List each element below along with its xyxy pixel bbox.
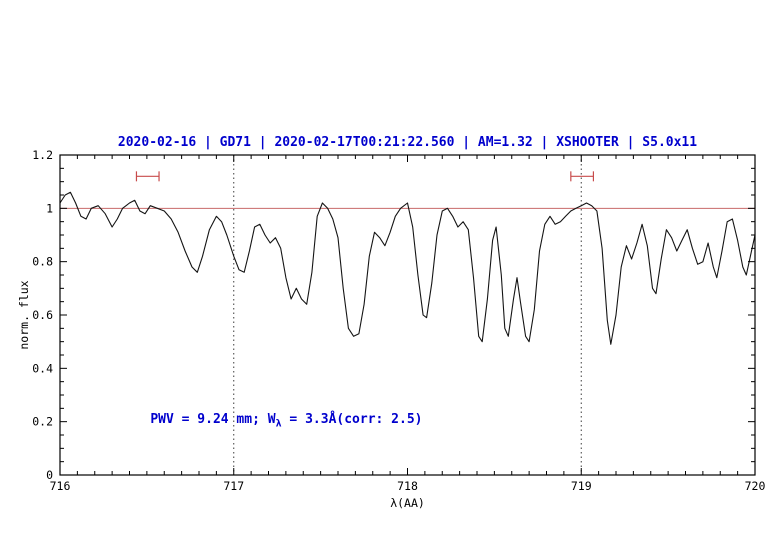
- pwv-annotation-post: = 3.3Å(corr: 2.5): [281, 411, 423, 427]
- y-tick-label: 0.8: [32, 255, 53, 269]
- pwv-annotation-pre: PWV = 9.24 mm; W: [150, 411, 276, 427]
- x-tick-label: 719: [571, 479, 592, 493]
- x-tick-label: 716: [50, 479, 71, 493]
- y-tick-label: 0.6: [32, 308, 53, 322]
- x-tick-label: 720: [745, 479, 766, 493]
- plot-title: 2020-02-16 | GD71 | 2020-02-17T00:21:22.…: [117, 135, 698, 150]
- y-tick-label: 0: [46, 468, 53, 482]
- x-tick-label: 718: [397, 479, 418, 493]
- y-tick-label: 0.2: [32, 415, 53, 429]
- y-tick-label: 1.2: [32, 148, 53, 162]
- y-axis-label: norm. flux: [17, 280, 31, 350]
- pwv-annotation: PWV = 9.24 mm; Wλ = 3.3Å(corr: 2.5): [150, 412, 422, 430]
- x-axis-label: λ(AA): [390, 496, 425, 510]
- y-tick-label: 1: [46, 201, 53, 215]
- x-tick-label: 717: [223, 479, 244, 493]
- spectrum-line: [59, 191, 756, 345]
- pwv-annotation-sub-lambda: λ: [275, 418, 282, 430]
- y-tick-label: 0.4: [32, 361, 53, 375]
